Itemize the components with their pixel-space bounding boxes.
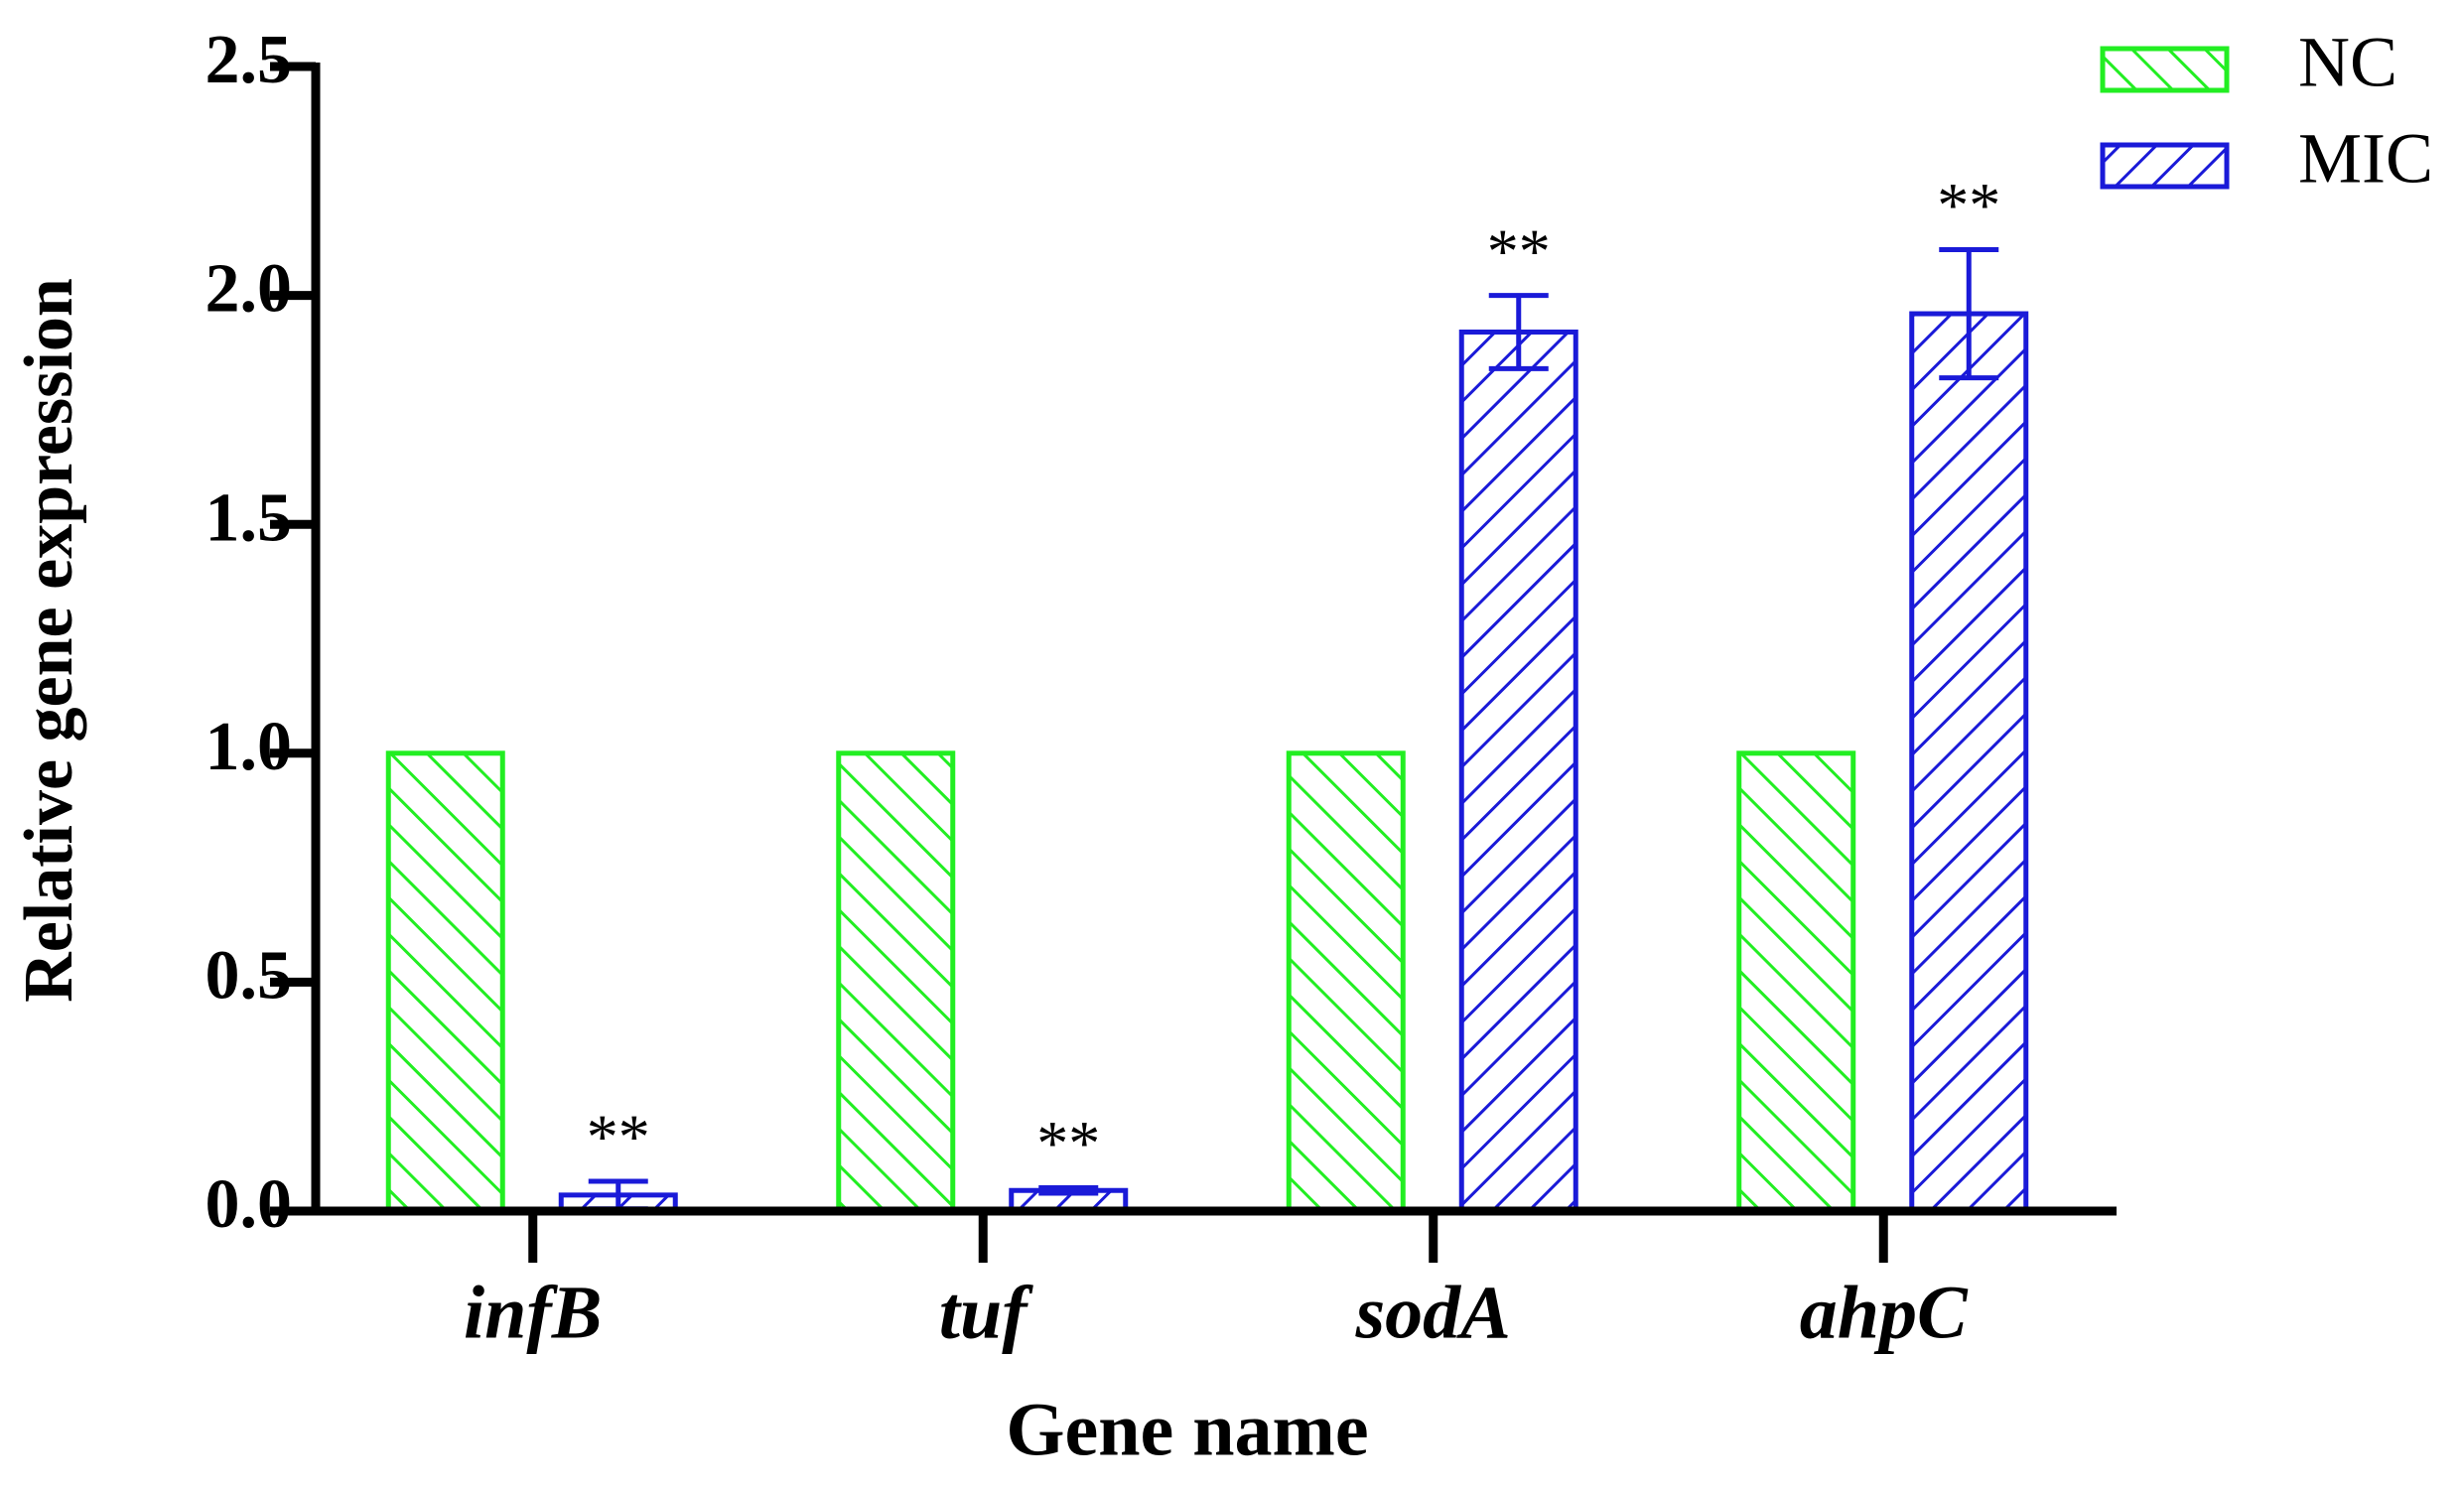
x-axis-label: Gene name	[1006, 1388, 1368, 1471]
bar	[836, 750, 956, 1214]
y-axis-label: Relative gene expression	[11, 278, 87, 1003]
legend-label: NC	[2298, 23, 2397, 102]
bar	[1458, 329, 1578, 1214]
legend-label: MIC	[2298, 119, 2433, 199]
x-tick-label: infB	[464, 1271, 602, 1354]
bar	[1909, 311, 2029, 1214]
x-tick-label: ahpC	[1800, 1271, 1969, 1354]
error-bar	[1488, 293, 1549, 371]
y-tick-label: 1.0	[205, 709, 293, 785]
error-bar	[1939, 246, 1999, 381]
bar	[1736, 750, 1856, 1214]
y-tick-label: 0.5	[205, 937, 293, 1014]
y-tick-label: 0.0	[205, 1166, 293, 1243]
y-tick-label: 1.5	[205, 479, 293, 556]
y-tick-label: 2.0	[205, 251, 293, 328]
x-tick-label: sodA	[1355, 1271, 1511, 1354]
error-bar	[1038, 1184, 1099, 1196]
significance: **	[587, 1102, 650, 1172]
significance: **	[1487, 215, 1551, 286]
bar	[1286, 750, 1406, 1214]
x-tick-label: tuf	[939, 1271, 1033, 1354]
legend-swatch	[2100, 142, 2230, 190]
legend-swatch	[2100, 46, 2230, 93]
significance: **	[1937, 170, 2000, 240]
bar	[385, 750, 505, 1214]
significance: **	[1036, 1108, 1100, 1178]
y-tick-label: 2.5	[205, 22, 293, 98]
